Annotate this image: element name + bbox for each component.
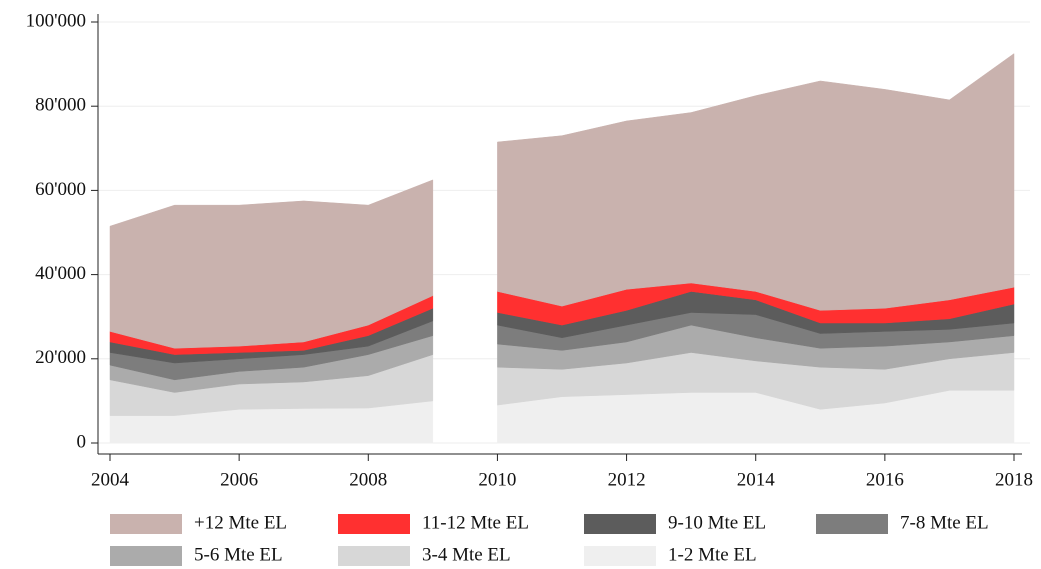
y-tick-label: 20'000 <box>35 347 86 368</box>
area <box>497 390 1015 444</box>
legend-label: 1-2 Mte EL <box>668 544 757 565</box>
x-tick-label: 2018 <box>995 469 1033 490</box>
legend-label: 11-12 Mte EL <box>422 512 529 533</box>
y-tick-label: 80'000 <box>35 95 86 116</box>
legend-swatch <box>584 514 656 534</box>
x-tick-label: 2010 <box>478 469 516 490</box>
y-tick-label: 0 <box>77 431 87 452</box>
x-tick-label: 2016 <box>866 469 904 490</box>
legend-swatch <box>110 546 182 566</box>
y-tick-label: 60'000 <box>35 179 86 200</box>
x-tick-label: 2006 <box>220 469 258 490</box>
legend-swatch <box>584 546 656 566</box>
legend-label: 3-4 Mte EL <box>422 544 511 565</box>
legend-label: 9-10 Mte EL <box>668 512 766 533</box>
area <box>109 179 434 349</box>
x-tick-label: 2014 <box>737 469 776 490</box>
legend-label: 7-8 Mte EL <box>900 512 989 533</box>
legend-swatch <box>816 514 888 534</box>
area <box>497 53 1015 311</box>
x-tick-label: 2008 <box>349 469 387 490</box>
y-tick-label: 40'000 <box>35 263 86 284</box>
legend-label: +12 Mte EL <box>194 512 287 533</box>
x-tick-label: 2004 <box>91 469 130 490</box>
x-tick-label: 2012 <box>608 469 646 490</box>
y-tick-label: 100'000 <box>26 10 86 31</box>
legend-swatch <box>110 514 182 534</box>
legend-swatch <box>338 514 410 534</box>
legend-label: 5-6 Mte EL <box>194 544 283 565</box>
legend-swatch <box>338 546 410 566</box>
